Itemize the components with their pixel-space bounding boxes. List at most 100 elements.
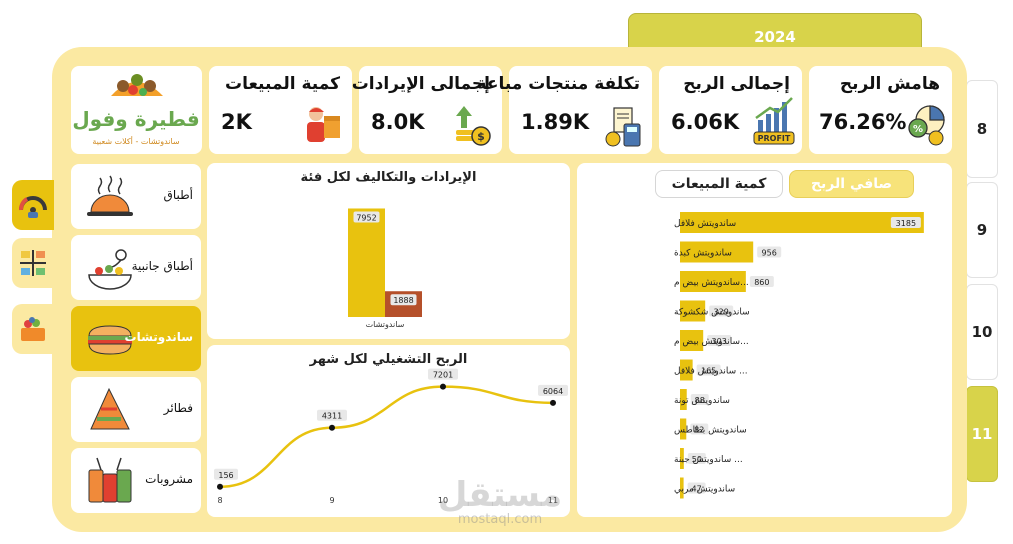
data-label: 6064 bbox=[543, 387, 563, 396]
profit-icon-text: PROFIT bbox=[758, 134, 791, 143]
data-label: 156 bbox=[218, 471, 233, 480]
bar[interactable] bbox=[680, 212, 924, 233]
category-button-pies[interactable]: فطائر bbox=[71, 377, 201, 442]
data-label: 82 bbox=[694, 426, 704, 435]
brand-logo: فطيرة وفول ساندوتشات - أكلات شعبية bbox=[72, 74, 200, 146]
delivery-person-icon bbox=[307, 107, 340, 142]
data-label: 3185 bbox=[896, 219, 916, 228]
data-point[interactable] bbox=[329, 424, 335, 431]
series-line bbox=[219, 385, 554, 489]
toggle-label: كمية المبيعات bbox=[671, 176, 767, 192]
month-label: 11 bbox=[971, 425, 993, 443]
chart-title: الربح التشغيلي لكل شهر bbox=[309, 352, 468, 367]
nav-basket-page[interactable] bbox=[12, 304, 54, 354]
data-label: 7952 bbox=[356, 213, 376, 222]
logo-tagline: ساندوتشات - أكلات شعبية bbox=[92, 136, 180, 146]
toggle-net-profit[interactable]: صافي الربح bbox=[789, 170, 914, 198]
bar[interactable] bbox=[680, 330, 704, 351]
category-label: ساندويتش شكشوكة bbox=[674, 308, 750, 318]
data-label-bg bbox=[538, 384, 568, 396]
product-sales-bar-chart: 3185 ساندويتش فلافل 956 ساندويتش كبدة 860...… bbox=[674, 212, 924, 499]
kpi-value: 8.0K bbox=[371, 110, 425, 134]
data-label: 329 bbox=[714, 308, 729, 317]
category-label: ...ساندويتش بيض م bbox=[674, 337, 749, 347]
month-button-9[interactable]: 9 bbox=[966, 182, 998, 278]
category-label: ساندوتشات bbox=[124, 330, 193, 344]
bar-series-0[interactable] bbox=[348, 208, 385, 317]
data-label-bg bbox=[757, 246, 782, 258]
bar[interactable] bbox=[680, 448, 684, 469]
category-label: فطائر bbox=[163, 401, 193, 415]
toggle-sales-qty[interactable]: كمية المبيعات bbox=[655, 170, 783, 198]
nav-layout-page[interactable] bbox=[12, 238, 54, 288]
data-label-bg bbox=[696, 364, 721, 376]
layout-grid-icon bbox=[20, 250, 46, 276]
month-label: 9 bbox=[976, 221, 988, 239]
operating-profit-chart-card: الربح التشغيلي لكل شهر 156 8 4311 9 7201 10 60… bbox=[207, 345, 570, 517]
bar[interactable] bbox=[680, 300, 706, 322]
toggle-label: صافي الربح bbox=[810, 176, 893, 192]
category-button-drinks[interactable]: مشروبات bbox=[71, 448, 201, 513]
revenue-cost-chart-card: الإيرادات والتكاليف لكل فئة 7952 1888 ساند… bbox=[207, 163, 570, 339]
drinks-icon bbox=[88, 457, 132, 503]
kpi-title: كمية المبيعات bbox=[225, 74, 340, 94]
category-label: ...ساندويتش بيض م bbox=[674, 278, 749, 288]
category-label: أطباق bbox=[163, 188, 193, 202]
kpi-value: 1.89K bbox=[521, 110, 590, 134]
bar[interactable] bbox=[680, 477, 684, 499]
kpi-value: 76.26% bbox=[819, 110, 907, 134]
data-point[interactable] bbox=[550, 399, 556, 406]
data-label-bg bbox=[890, 217, 921, 228]
category-button-sandwiches[interactable]: ساندوتشات bbox=[71, 306, 201, 371]
svg-text:$: $ bbox=[477, 130, 485, 143]
category-label: ساندويتش بطاطس bbox=[674, 426, 747, 436]
month-button-10[interactable]: 10 bbox=[966, 284, 998, 380]
bar[interactable] bbox=[680, 359, 693, 381]
nav-gauge-page[interactable] bbox=[12, 180, 54, 230]
pie-slice-icon bbox=[90, 387, 130, 430]
data-label: 860 bbox=[754, 278, 769, 287]
side-dish-icon bbox=[88, 249, 132, 290]
brand-logo-card: فطيرة وفول ساندوتشات - أكلات شعبية bbox=[71, 66, 202, 154]
category-button-side-dishes[interactable]: أطباق جانبية bbox=[71, 235, 201, 300]
category-label: ... ساندويتش جبنة bbox=[674, 455, 743, 465]
data-label-bg bbox=[690, 423, 709, 435]
category-button-platters[interactable]: أطباق bbox=[71, 164, 201, 229]
data-label-bg bbox=[687, 482, 706, 494]
kpi-title: تكلفة منتجات مباعة bbox=[476, 74, 640, 94]
bar[interactable] bbox=[680, 271, 746, 292]
data-label-bg bbox=[317, 409, 347, 421]
data-label-bg bbox=[214, 468, 238, 480]
kpi-card-cost: تكلفة منتجات مباعة 1.89K bbox=[477, 66, 652, 154]
gauge-icon bbox=[19, 196, 47, 218]
month-button-8[interactable]: 8 bbox=[966, 80, 998, 178]
data-label-bg bbox=[390, 294, 417, 306]
kpi-title: هامش الربح bbox=[839, 74, 940, 94]
data-label: 50 bbox=[692, 455, 702, 464]
bar[interactable] bbox=[680, 418, 687, 440]
watermark-url: mostaql.com bbox=[457, 512, 543, 527]
kpi-title: إجمالى الإيرادات bbox=[351, 74, 490, 94]
data-point[interactable] bbox=[440, 383, 446, 390]
basket-icon bbox=[21, 317, 45, 341]
kpi-value: 6.06K bbox=[671, 110, 740, 134]
data-label-bg bbox=[709, 305, 734, 317]
bar[interactable] bbox=[680, 241, 754, 263]
kpi-value: 2K bbox=[221, 110, 252, 134]
revenue-coins-icon: $ bbox=[456, 106, 491, 146]
chart-title: الإيرادات والتكاليف لكل فئة bbox=[300, 170, 477, 185]
bar[interactable] bbox=[680, 389, 687, 410]
kpi-card-margin: هامش الربح 76.26% % bbox=[809, 66, 952, 154]
x-tick-label: 8 bbox=[217, 496, 222, 505]
logo-wordmark: فطيرة وفول bbox=[72, 107, 199, 131]
category-label: ساندويتش كبدة bbox=[674, 249, 732, 259]
data-point[interactable] bbox=[217, 483, 223, 490]
revenue-cost-chart: 7952 1888 ساندوتشات bbox=[348, 208, 422, 329]
data-label: 7201 bbox=[433, 371, 453, 380]
product-sales-chart-card: 3185 ساندويتش فلافل 956 ساندويتش كبدة 860...… bbox=[577, 163, 952, 517]
margin-pie-icon: % bbox=[908, 105, 945, 146]
category-label: مشروبات bbox=[145, 472, 193, 486]
kpi-card-sales-qty: كمية المبيعات 2K bbox=[209, 66, 352, 154]
month-button-11[interactable]: 11 bbox=[966, 386, 998, 482]
